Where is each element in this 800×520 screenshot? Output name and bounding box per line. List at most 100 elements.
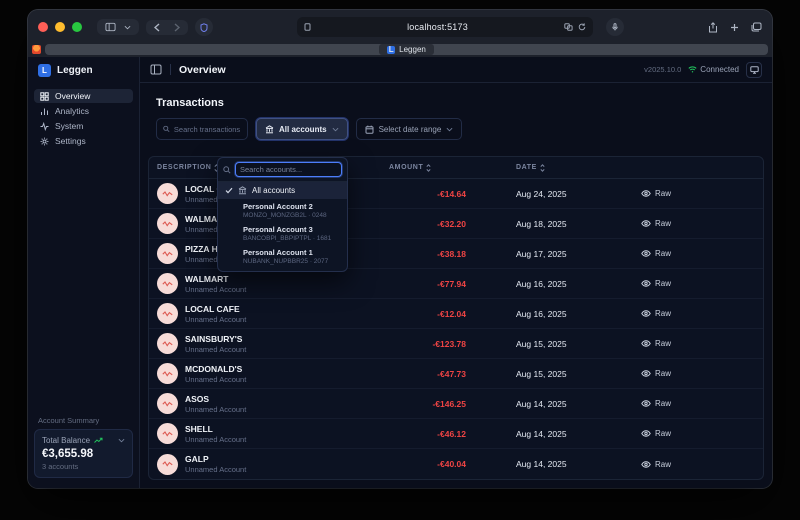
merchant-avatar [157, 303, 178, 324]
minimize-window-button[interactable] [55, 22, 65, 32]
merchant-zigzag-icon [162, 461, 173, 467]
raw-button-label: Raw [655, 249, 672, 258]
raw-button[interactable]: Raw [635, 216, 677, 231]
forward-icon[interactable] [174, 22, 180, 32]
eye-icon [641, 310, 651, 317]
chevron-down-icon [124, 25, 131, 29]
merchant-zigzag-icon [162, 370, 173, 377]
account-option-name: Personal Account 2 [243, 202, 313, 211]
account-option-detail: BANCOBPI_BBPIPTPL · 1681 [243, 235, 332, 242]
transaction-date: Aug 14, 2025 [516, 398, 567, 409]
filters-row: All accounts Select date range [156, 118, 764, 140]
tab-strip: L Leggen [28, 44, 772, 57]
bank-icon [265, 124, 274, 133]
page-menu-button[interactable] [606, 18, 624, 36]
account-name: Unnamed Account [185, 254, 247, 264]
account-dropdown: All accounts Personal Account 2 MONZO_MO… [217, 157, 348, 272]
raw-button[interactable]: Raw [635, 366, 677, 381]
date-range-label: Select date range [378, 124, 442, 134]
date-range-button[interactable]: Select date range [355, 118, 463, 140]
tab-title-chip: L Leggen [379, 44, 434, 55]
monitor-icon [749, 65, 759, 74]
eye-icon [641, 250, 651, 257]
close-window-button[interactable] [38, 22, 48, 32]
account-name: Unnamed Account [185, 344, 247, 354]
merchant-name: SHELL [185, 423, 213, 434]
transaction-amount: -€40.04 [437, 459, 466, 469]
sidebar-item-system[interactable]: System [34, 119, 133, 133]
total-balance-label: Total Balance [42, 436, 91, 445]
shield-icon [200, 22, 208, 32]
dropdown-item-account[interactable]: Personal Account 1 NUBANK_NUPBBR25 · 207… [218, 245, 347, 268]
version-label: v2025.10.0 [644, 65, 682, 74]
active-tab[interactable]: L Leggen [45, 44, 768, 55]
leggen-app: L Leggen Overview Analytics System [28, 57, 772, 488]
table-row: SHELL Unnamed Account -€46.12 Aug 14, 20… [149, 419, 763, 449]
transactions-section: Transactions All accounts [140, 83, 772, 488]
merchant-name: SAINSBURY'S [185, 333, 243, 344]
account-option-name: Personal Account 1 [243, 248, 313, 257]
raw-button[interactable]: Raw [635, 306, 677, 321]
total-balance-value: €3,655.98 [42, 448, 94, 460]
bank-icon [238, 186, 247, 195]
sidebar-toggle-group[interactable] [97, 19, 139, 35]
merchant-avatar [157, 453, 178, 475]
theme-toggle-button[interactable] [746, 61, 762, 78]
merchant-avatar [157, 363, 178, 384]
account-name: Unnamed Account [185, 194, 247, 204]
table-body: LOCAL CAFE Unnamed Account -€14.64 Aug 2… [149, 179, 763, 479]
tab-title: Leggen [399, 45, 426, 54]
raw-button[interactable]: Raw [635, 186, 677, 201]
wifi-icon [688, 66, 697, 73]
search-transactions-input[interactable] [173, 124, 241, 134]
dropdown-account-list: Personal Account 2 MONZO_MONZGB2L · 0248… [218, 199, 347, 271]
merchant-zigzag-icon [162, 340, 173, 347]
dropdown-item-account[interactable]: Personal Account 2 MONZO_MONZGB2L · 0248 [218, 199, 347, 222]
back-icon[interactable] [154, 22, 160, 32]
translate-icon[interactable] [564, 23, 573, 31]
eye-icon [641, 430, 651, 437]
privacy-shield-button[interactable] [195, 18, 213, 36]
sidebar-item-overview[interactable]: Overview [34, 89, 133, 103]
raw-button-label: Raw [655, 309, 672, 318]
table-row: LOCAL CAFE Unnamed Account -€12.04 Aug 1… [149, 299, 763, 329]
column-header-date[interactable]: DATE [472, 163, 635, 172]
check-icon [225, 187, 233, 194]
search-accounts-input[interactable] [235, 162, 342, 177]
sidebar-item-settings[interactable]: Settings [34, 134, 133, 148]
account-name: Unnamed Account [185, 434, 247, 444]
raw-button[interactable]: Raw [635, 426, 677, 441]
raw-button[interactable]: Raw [635, 457, 677, 472]
eye-icon [641, 340, 651, 347]
dropdown-item-all-accounts[interactable]: All accounts [218, 182, 347, 199]
raw-button[interactable]: Raw [635, 396, 677, 411]
raw-button[interactable]: Raw [635, 336, 677, 351]
page-icon [304, 23, 311, 31]
merchant-avatar [157, 393, 178, 414]
pinned-tab-favicon[interactable] [32, 45, 41, 54]
raw-button[interactable]: Raw [635, 276, 677, 291]
dropdown-item-account[interactable]: Personal Account 3 BANCOBPI_BBPIPTPL · 1… [218, 222, 347, 245]
table-row: PIZZA HUT Unnamed Account -€38.18 Aug 17… [149, 239, 763, 269]
tab-overview-icon[interactable] [751, 22, 762, 32]
account-filter-button[interactable]: All accounts [256, 118, 348, 140]
account-summary-card[interactable]: Total Balance €3,655.98 3 accounts [34, 429, 133, 478]
column-header-amount[interactable]: AMOUNT [387, 163, 472, 172]
address-bar[interactable]: localhost:5173 [297, 17, 593, 37]
search-icon [223, 165, 231, 174]
sidebar-item-label: System [55, 121, 84, 131]
share-icon[interactable] [708, 21, 718, 33]
account-option-detail: NUBANK_NUPBBR25 · 2077 [243, 258, 329, 265]
panel-left-icon[interactable] [150, 64, 162, 75]
raw-button[interactable]: Raw [635, 246, 677, 261]
reload-icon[interactable] [578, 23, 586, 31]
search-icon [163, 125, 170, 133]
sidebar-item-analytics[interactable]: Analytics [34, 104, 133, 118]
zoom-window-button[interactable] [72, 22, 82, 32]
leggen-favicon: L [387, 45, 396, 54]
app-sidebar: L Leggen Overview Analytics System [28, 57, 140, 488]
merchant-zigzag-icon [162, 310, 173, 317]
eye-icon [641, 190, 651, 197]
raw-button-label: Raw [655, 429, 672, 438]
new-tab-icon[interactable] [730, 23, 739, 32]
